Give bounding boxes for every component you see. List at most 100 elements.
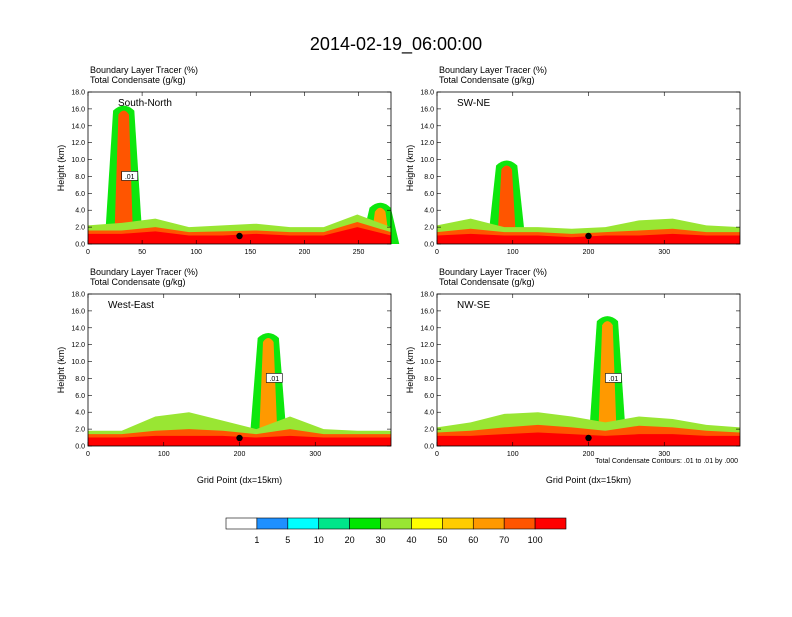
figure-title: 2014-02-19_06:00:00 [310, 34, 482, 55]
colorbar-segment [349, 517, 381, 530]
panel-label: West-East [108, 300, 154, 311]
y-tick-label: 6.0 [75, 393, 85, 400]
y-tick-label: 14.0 [420, 123, 434, 130]
contour-label: .01 [609, 376, 619, 383]
y-tick-label: 18.0 [420, 90, 434, 97]
panel-label: NW-SE [457, 300, 490, 311]
plume-core-1 [497, 165, 517, 244]
x-tick-label: 50 [138, 249, 146, 256]
x-tick-label: 100 [507, 249, 519, 256]
y-tick-label: 0.0 [424, 444, 434, 451]
surface-marker [236, 434, 243, 442]
y-tick-label: 0.0 [75, 444, 85, 451]
x-tick-label: 300 [658, 249, 670, 256]
y-tick-label: 12.0 [420, 140, 434, 147]
colorbar-label: 60 [468, 535, 478, 545]
colorbar-label: 20 [345, 535, 355, 545]
colorbar-segment [472, 517, 505, 530]
contour-label-box [121, 171, 139, 181]
y-tick-label: 12.0 [71, 342, 85, 349]
y-tick-label: 16.0 [420, 106, 434, 113]
colorbar-label: 70 [499, 535, 509, 545]
colorbar-segment [503, 517, 536, 530]
y-tick-label: 4.0 [424, 410, 434, 417]
surface-marker [585, 434, 592, 442]
x-axis-label: Grid Point (dx=15km) [197, 475, 282, 485]
y-tick-label: 16.0 [420, 308, 434, 315]
panel-label: SW-NE [457, 98, 490, 109]
x-tick-label: 300 [309, 451, 321, 458]
plume-core-1 [258, 338, 278, 446]
y-axis-label: Height (km) [405, 145, 415, 192]
panel-header-tracer: Boundary Layer Tracer (%) [90, 65, 198, 75]
y-tick-label: 12.0 [71, 140, 85, 147]
x-tick-label: 150 [244, 249, 256, 256]
colorbar-label: 30 [376, 535, 386, 545]
x-tick-label: 0 [86, 451, 90, 458]
y-tick-label: 10.0 [71, 157, 85, 164]
x-tick-label: 250 [353, 249, 365, 256]
y-tick-label: 8.0 [75, 376, 85, 383]
plot-background [437, 92, 740, 244]
colorbar-segment [287, 517, 320, 530]
colorbar-segment [256, 517, 289, 530]
y-tick-label: 6.0 [424, 393, 434, 400]
x-tick-label: 100 [190, 249, 202, 256]
plume-core-1 [597, 321, 617, 446]
y-tick-label: 16.0 [71, 106, 85, 113]
contour-label: .01 [269, 376, 279, 383]
y-tick-label: 4.0 [424, 208, 434, 215]
colorbar-label: 5 [285, 535, 290, 545]
plot-background [88, 294, 391, 446]
chart-panel-3: Boundary Layer Tracer (%)Total Condensat… [56, 267, 392, 485]
chart-panel-2: Boundary Layer Tracer (%)Total Condensat… [405, 65, 741, 256]
panel-header-condensate: Total Condensate (g/kg) [90, 277, 186, 287]
colorbar-segment [442, 517, 474, 530]
x-tick-label: 0 [86, 249, 90, 256]
y-tick-label: 2.0 [424, 225, 434, 232]
contour-label-box [265, 373, 283, 383]
plot-area: .01 [88, 294, 391, 446]
chart-panel-1: Boundary Layer Tracer (%)Total Condensat… [56, 65, 400, 256]
y-axis-label: Height (km) [56, 347, 66, 394]
colorbar: 1 5 10 20 30 40 50 60 70 100 [225, 517, 567, 545]
x-tick-label: 100 [158, 451, 170, 458]
colorbar-segment [225, 517, 258, 530]
x-tick-label: 200 [583, 451, 595, 458]
y-tick-label: 18.0 [71, 292, 85, 299]
y-axis-label: Height (km) [56, 145, 66, 192]
y-tick-label: 18.0 [420, 292, 434, 299]
y-tick-label: 14.0 [71, 325, 85, 332]
y-tick-label: 14.0 [71, 123, 85, 130]
chart-panel-4: Boundary Layer Tracer (%)Total Condensat… [405, 267, 741, 485]
x-tick-label: 0 [435, 451, 439, 458]
x-tick-label: 200 [583, 249, 595, 256]
y-tick-label: 6.0 [424, 191, 434, 198]
colorbar-label: 40 [406, 535, 416, 545]
y-tick-label: 6.0 [75, 191, 85, 198]
panel-header-tracer: Boundary Layer Tracer (%) [439, 267, 547, 277]
plot-area: .01 [88, 92, 400, 245]
plot-area: .01 [437, 294, 740, 446]
y-tick-label: 14.0 [420, 325, 434, 332]
panel-header-tracer: Boundary Layer Tracer (%) [90, 267, 198, 277]
colorbar-label: 100 [528, 535, 543, 545]
x-axis-label: Grid Point (dx=15km) [546, 475, 631, 485]
surface-marker [585, 232, 592, 240]
y-tick-label: 0.0 [424, 242, 434, 249]
y-tick-label: 8.0 [75, 174, 85, 181]
panel-header-condensate: Total Condensate (g/kg) [439, 277, 535, 287]
y-tick-label: 4.0 [75, 410, 85, 417]
x-tick-label: 200 [234, 451, 246, 458]
y-tick-label: 10.0 [420, 359, 434, 366]
colorbar-label: 10 [314, 535, 324, 545]
panel-label: South-North [118, 98, 172, 109]
x-tick-label: 300 [658, 451, 670, 458]
colorbar-segment [534, 517, 567, 530]
y-axis-label: Height (km) [405, 347, 415, 394]
x-tick-label: 100 [507, 451, 519, 458]
panel-header-tracer: Boundary Layer Tracer (%) [439, 65, 547, 75]
x-tick-label: 0 [435, 249, 439, 256]
colorbar-segment [318, 517, 350, 530]
colorbar-segment [380, 517, 412, 530]
